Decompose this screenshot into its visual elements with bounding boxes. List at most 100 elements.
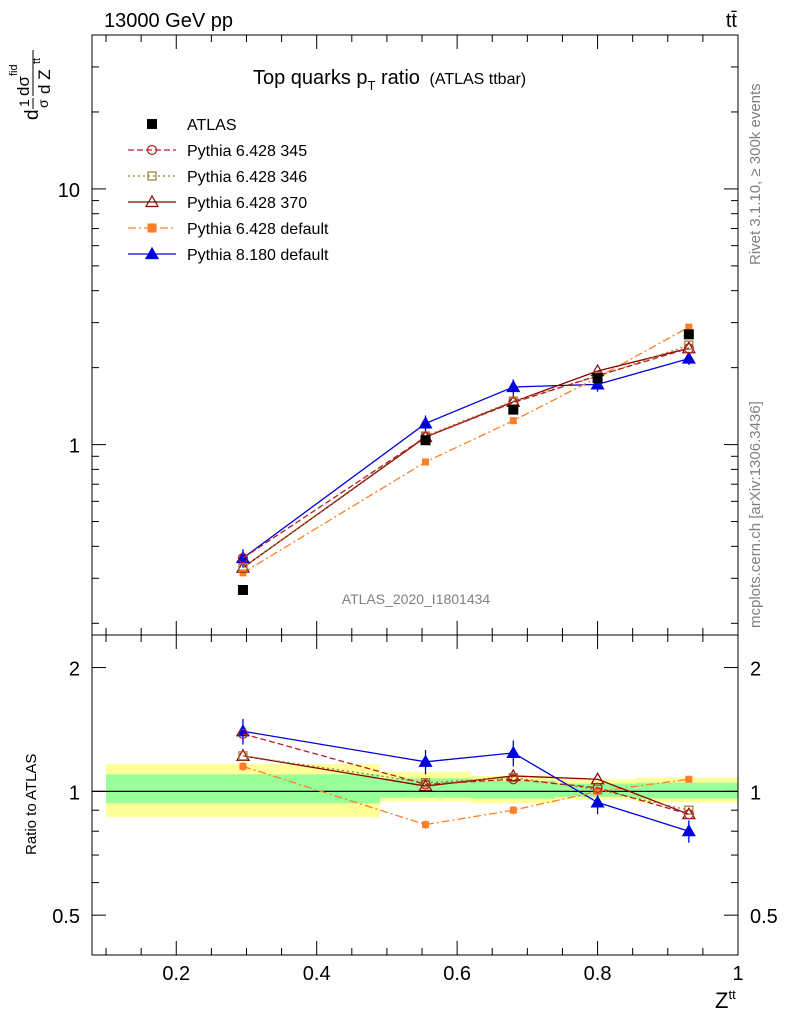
marker-square xyxy=(508,404,519,415)
x-axis-label-sup: tt xyxy=(728,987,736,1002)
legend-item: Pythia 6.428 345 xyxy=(128,143,307,160)
series-pythia-6-428-345 xyxy=(237,728,694,820)
y-axis-label-d: d xyxy=(22,109,43,120)
analysis-label: ATLAS_2020_I1801434 xyxy=(342,591,491,607)
legend: ATLAS Pythia 6.428 345 Pythia 6.428 346 Pyt… xyxy=(128,117,329,264)
marker-circle-open xyxy=(146,144,158,156)
marker-triangle xyxy=(681,351,696,364)
ratio-y-tick-label-right: 1 xyxy=(750,782,761,804)
ratio-y-tick-label: 0.5 xyxy=(52,906,80,928)
marker-square xyxy=(147,223,157,233)
marker-square xyxy=(683,329,694,340)
marker-triangle xyxy=(590,377,605,390)
legend-item: Pythia 8.180 default xyxy=(128,246,329,264)
chart-title-extra: (ATLAS ttbar) xyxy=(430,71,527,88)
marker-triangle-open xyxy=(418,778,433,792)
marker-triangle xyxy=(506,379,521,393)
x-tick-label: 0.4 xyxy=(303,963,331,985)
legend-label: ATLAS xyxy=(187,117,237,134)
ratio-data-series xyxy=(235,718,696,843)
marker-triangle-open xyxy=(144,194,160,208)
marker-square xyxy=(594,787,602,795)
ratio-y-tick-label: 2 xyxy=(69,659,80,681)
marker-square xyxy=(420,435,431,446)
marker-square xyxy=(685,323,693,331)
main-plot-panel: 1 10 Top quarks pT ratio (ATLAS ttbar) d … xyxy=(8,34,739,636)
series-pythia-6-428-default xyxy=(239,323,693,577)
marker-triangle xyxy=(418,754,433,767)
legend-label: Pythia 8.180 default xyxy=(187,247,329,264)
y-axis-label: d 1 σ dσ fid d Z tt xyxy=(8,50,54,120)
ratio-axis-ticks: 0.5 0.5 1 1 2 2 0.2 0.4 0.6 0.8 1 xyxy=(52,635,778,985)
x-tick-label: 1 xyxy=(732,963,743,985)
marker-square xyxy=(237,584,248,595)
marker-square-open xyxy=(684,340,694,350)
ratio-y-tick-label-right: 0.5 xyxy=(750,906,778,928)
y-axis-label-fid: fid xyxy=(8,64,20,76)
y-axis-label-sigma: σ xyxy=(35,99,51,108)
marker-square xyxy=(592,373,603,384)
legend-label: Pythia 6.428 default xyxy=(187,221,329,238)
x-tick-label: 0.6 xyxy=(443,963,471,985)
marker-square xyxy=(685,775,693,783)
chart-title-rest: ratio xyxy=(375,67,419,89)
x-tick-label: 0.2 xyxy=(162,963,190,985)
series-line xyxy=(242,344,690,569)
marker-circle-open xyxy=(683,343,694,354)
ratio-plot-frame xyxy=(91,634,739,956)
band-green xyxy=(636,782,738,799)
x-axis-label: Ztt xyxy=(715,987,736,1013)
main-data-series xyxy=(235,323,696,595)
band-green xyxy=(106,774,380,804)
ratio-y-tick-label: 1 xyxy=(69,782,80,804)
legend-item: Pythia 6.428 default xyxy=(128,221,329,238)
main-axis-ticks: 1 10 xyxy=(58,34,739,635)
marker-triangle xyxy=(681,823,696,837)
chart-title-subscript: T xyxy=(368,78,376,93)
series-line xyxy=(242,755,690,815)
marker-circle-open xyxy=(237,728,249,739)
marker-circle-open xyxy=(508,774,519,785)
series-pythia-6-428-346 xyxy=(238,340,694,573)
x-axis-label-main: Z xyxy=(715,988,728,1013)
series-line xyxy=(242,357,690,559)
marker-circle-open xyxy=(592,782,603,793)
marker-square-open xyxy=(238,751,248,761)
legend-item: Pythia 6.428 346 xyxy=(128,169,307,186)
series-line xyxy=(242,347,690,569)
series-pythia-6-428-default xyxy=(239,761,693,829)
marker-triangle xyxy=(590,795,605,808)
series-line xyxy=(242,326,690,574)
series-pythia-8-180-default xyxy=(235,718,696,843)
mcplots-label: mcplots.cern.ch [arXiv:1306.3436] xyxy=(747,401,764,628)
marker-square-open xyxy=(147,171,157,181)
y-tick-label: 10 xyxy=(58,180,80,202)
marker-square xyxy=(422,458,430,466)
y-axis-label-one: 1 xyxy=(16,99,32,107)
y-tick-label: 1 xyxy=(69,436,80,458)
y-axis-label-numerator: dσ xyxy=(14,76,33,96)
legend-item: ATLAS xyxy=(147,117,237,134)
marker-square xyxy=(509,806,517,814)
marker-square xyxy=(422,821,430,829)
y-axis-label-denominator: d Z xyxy=(35,69,54,94)
marker-triangle xyxy=(418,416,433,429)
marker-square-open xyxy=(684,805,694,815)
marker-circle-open xyxy=(420,779,431,790)
ratio-y-tick-label-right: 2 xyxy=(750,659,761,681)
chart-title: Top quarks pT ratio (ATLAS ttbar) xyxy=(253,67,526,93)
marker-square-open xyxy=(238,563,248,573)
marker-triangle xyxy=(144,246,160,260)
series-line xyxy=(242,733,690,815)
x-tick-label: 0.8 xyxy=(584,963,612,985)
marker-square xyxy=(239,762,247,770)
ratio-plot-panel: 0.5 0.5 1 1 2 2 0.2 0.4 0.6 0.8 1 Ratio to ATLAS Z… xyxy=(23,634,778,1013)
rivet-version-label: Rivet 3.1.10, ≥ 300k events xyxy=(747,83,764,265)
band-green xyxy=(471,780,556,799)
legend-item: Pythia 6.428 370 xyxy=(128,194,307,212)
series-pythia-8-180-default xyxy=(235,351,696,568)
marker-square xyxy=(509,417,517,425)
legend-label: Pythia 6.428 345 xyxy=(187,143,307,160)
series-line xyxy=(242,347,690,559)
